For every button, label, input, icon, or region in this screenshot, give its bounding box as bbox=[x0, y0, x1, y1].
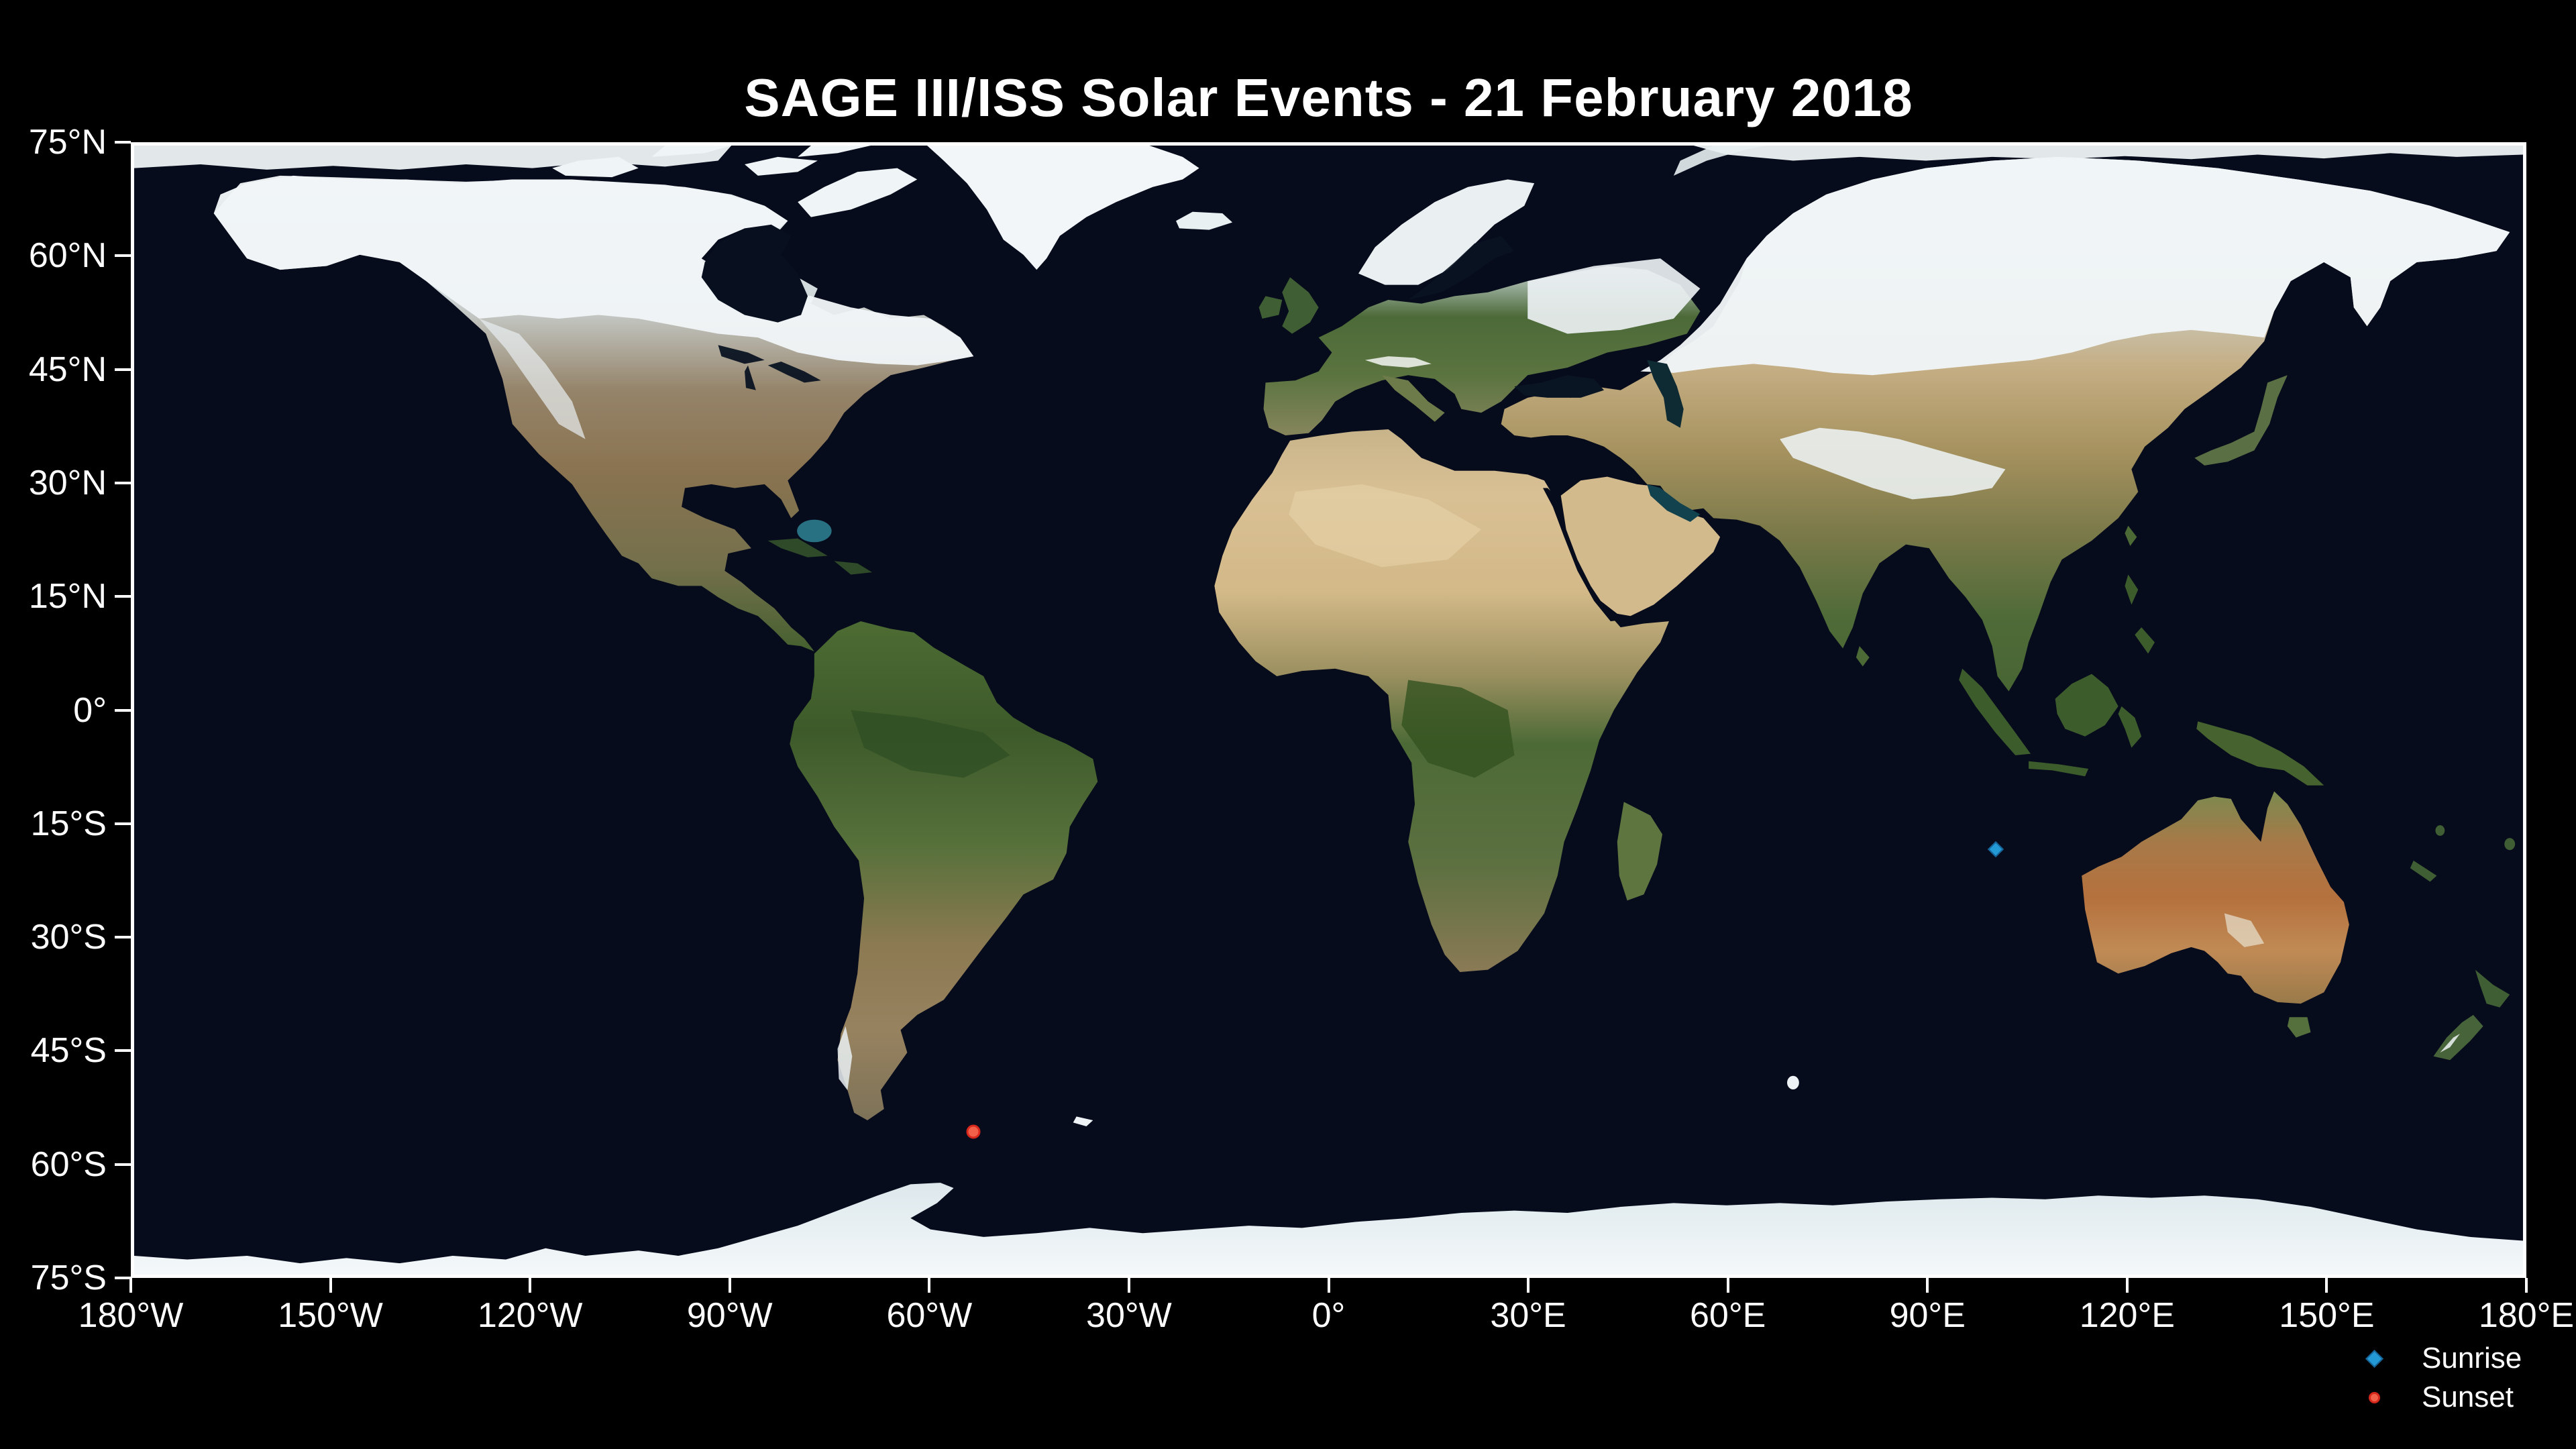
y-tick-label: 0° bbox=[73, 690, 107, 730]
x-tick-mark bbox=[2525, 1278, 2528, 1293]
x-tick-mark bbox=[1327, 1278, 1330, 1293]
x-tick-label: 0° bbox=[1311, 1296, 1346, 1335]
x-tick-label: 60°E bbox=[1689, 1296, 1766, 1335]
map-canvas bbox=[134, 146, 2523, 1275]
x-tick-label: 60°W bbox=[886, 1296, 973, 1335]
legend-label: Sunset bbox=[2422, 1381, 2514, 1413]
y-tick-mark bbox=[115, 936, 131, 939]
x-tick-label: 120°E bbox=[2079, 1296, 2175, 1335]
y-tick-mark bbox=[115, 481, 131, 484]
x-tick-mark bbox=[1726, 1278, 1729, 1293]
y-tick-mark bbox=[115, 1163, 131, 1166]
map-plot-area bbox=[131, 142, 2526, 1278]
y-tick-label: 75°N bbox=[28, 123, 107, 162]
legend-label: Sunrise bbox=[2422, 1342, 2522, 1375]
x-tick-label: 180°E bbox=[2478, 1296, 2575, 1335]
x-tick-mark bbox=[1926, 1278, 1929, 1293]
x-tick-mark bbox=[2325, 1278, 2328, 1293]
y-tick-mark bbox=[115, 1049, 131, 1053]
y-tick-label: 45°N bbox=[28, 350, 107, 389]
y-tick-mark bbox=[115, 141, 131, 144]
x-tick-label: 150°E bbox=[2279, 1296, 2375, 1335]
x-tick-mark bbox=[728, 1278, 731, 1293]
chart-title: SAGE III/ISS Solar Events - 21 February … bbox=[744, 68, 1913, 127]
x-tick-label: 90°W bbox=[686, 1296, 773, 1335]
x-tick-mark bbox=[928, 1278, 931, 1293]
x-tick-mark bbox=[529, 1278, 532, 1293]
sunset-legend-icon bbox=[2368, 1391, 2380, 1403]
sunrise-legend-icon bbox=[2365, 1349, 2383, 1368]
y-tick-label: 60°N bbox=[28, 236, 107, 276]
x-tick-label: 30°E bbox=[1490, 1296, 1566, 1335]
y-tick-mark bbox=[115, 1277, 131, 1279]
x-tick-label: 120°W bbox=[477, 1296, 583, 1335]
x-tick-mark bbox=[129, 1278, 132, 1293]
world-map-image bbox=[134, 146, 2523, 1275]
y-tick-mark bbox=[115, 822, 131, 825]
legend-marker-box bbox=[2359, 1349, 2390, 1368]
y-tick-label: 15°N bbox=[28, 577, 107, 616]
y-tick-mark bbox=[115, 708, 131, 712]
x-tick-mark bbox=[2125, 1278, 2129, 1293]
x-tick-mark bbox=[329, 1278, 332, 1293]
legend: Sunrise Sunset bbox=[2359, 1339, 2522, 1417]
y-tick-label: 60°S bbox=[30, 1144, 107, 1184]
y-tick-label: 45°S bbox=[30, 1031, 107, 1071]
legend-entry-sunset: Sunset bbox=[2359, 1378, 2522, 1417]
y-tick-mark bbox=[115, 254, 131, 258]
legend-marker-box bbox=[2359, 1391, 2390, 1403]
x-tick-mark bbox=[1527, 1278, 1530, 1293]
x-tick-label: 30°W bbox=[1086, 1296, 1172, 1335]
y-tick-label: 15°S bbox=[30, 804, 107, 843]
sunset-marker bbox=[966, 1124, 981, 1139]
y-tick-label: 30°S bbox=[30, 918, 107, 957]
x-tick-mark bbox=[1127, 1278, 1130, 1293]
x-tick-label: 90°E bbox=[1889, 1296, 1966, 1335]
x-tick-label: 150°W bbox=[278, 1296, 383, 1335]
y-tick-label: 30°N bbox=[28, 463, 107, 502]
y-tick-label: 75°S bbox=[30, 1258, 107, 1297]
y-tick-mark bbox=[115, 595, 131, 598]
y-tick-mark bbox=[115, 368, 131, 371]
x-tick-label: 180°W bbox=[78, 1296, 184, 1335]
legend-entry-sunrise: Sunrise bbox=[2359, 1339, 2522, 1378]
